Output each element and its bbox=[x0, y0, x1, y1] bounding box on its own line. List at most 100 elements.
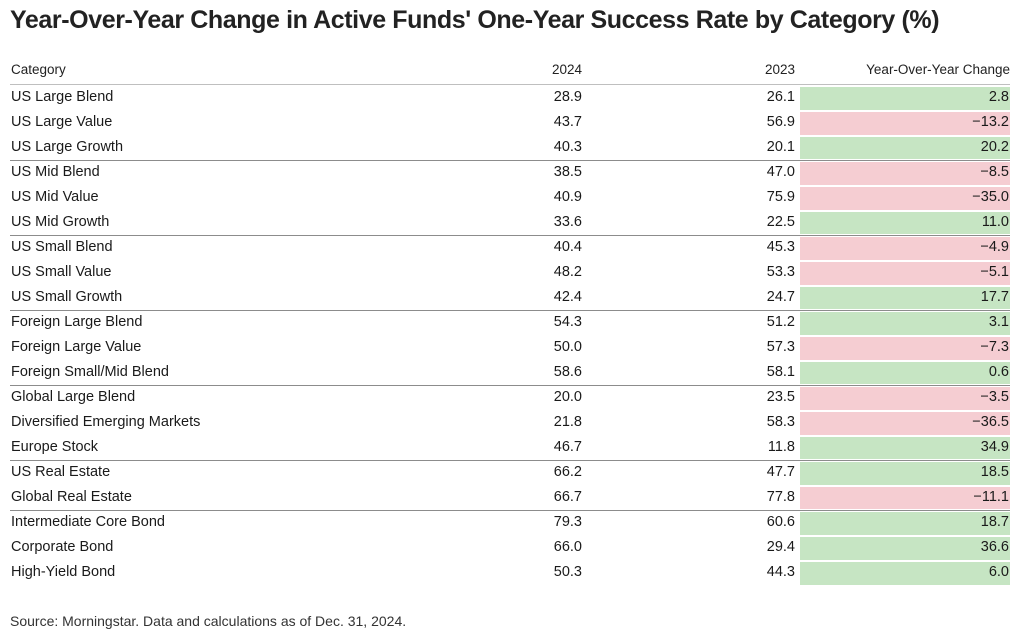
yoy-negative-fill: −7.3 bbox=[800, 337, 1010, 360]
yoy-change-cell: −8.5 bbox=[980, 164, 1009, 180]
yoy-change-cell: 20.2 bbox=[980, 139, 1009, 155]
category-cell: Europe Stock bbox=[11, 439, 99, 455]
value-2024-cell: 42.4 bbox=[553, 289, 582, 305]
value-2023-cell: 47.0 bbox=[766, 164, 795, 180]
table-row: US Small Value 48.2 53.3 −5.1 bbox=[10, 261, 1010, 286]
yoy-negative-fill: −11.1 bbox=[800, 487, 1010, 509]
value-2023-cell: 53.3 bbox=[766, 264, 795, 280]
yoy-change-cell: 0.6 bbox=[988, 364, 1009, 380]
value-2024-cell: 46.7 bbox=[553, 439, 582, 455]
yoy-change-cell: −11.1 bbox=[973, 489, 1009, 505]
table-row: Europe Stock 46.7 11.8 34.9 bbox=[10, 436, 1010, 461]
yoy-change-cell: 3.1 bbox=[988, 314, 1009, 330]
table-row: Diversified Emerging Markets 21.8 58.3 −36.… bbox=[10, 411, 1010, 436]
yoy-negative-fill: −35.0 bbox=[800, 187, 1010, 210]
yoy-positive-fill: 2.8 bbox=[800, 87, 1010, 110]
yoy-change-cell: 17.7 bbox=[980, 289, 1009, 305]
category-cell: Intermediate Core Bond bbox=[11, 514, 165, 530]
value-2024-cell: 54.3 bbox=[553, 314, 582, 330]
category-cell: US Small Blend bbox=[11, 239, 113, 255]
value-2023-cell: 58.3 bbox=[766, 414, 795, 430]
table-body: US Large Blend 28.9 26.1 2.8 US Large Value 4… bbox=[10, 86, 1010, 586]
table-row: US Large Value 43.7 56.9 −13.2 bbox=[10, 111, 1010, 136]
table-row: US Large Blend 28.9 26.1 2.8 bbox=[10, 86, 1010, 111]
yoy-change-cell: −5.1 bbox=[980, 264, 1009, 280]
yoy-change-cell: 2.8 bbox=[988, 89, 1009, 105]
table-row: US Small Blend 40.4 45.3 −4.9 bbox=[10, 236, 1010, 261]
category-cell: US Large Blend bbox=[11, 89, 114, 105]
value-2024-cell: 21.8 bbox=[553, 414, 582, 430]
yoy-change-cell: 6.0 bbox=[988, 564, 1009, 580]
yoy-negative-fill: −8.5 bbox=[800, 162, 1010, 185]
yoy-change-cell: −3.5 bbox=[980, 389, 1009, 405]
category-cell: Foreign Large Blend bbox=[11, 314, 143, 330]
category-cell: US Large Value bbox=[11, 114, 113, 130]
value-2023-cell: 22.5 bbox=[766, 214, 795, 230]
yoy-positive-fill: 0.6 bbox=[800, 362, 1010, 384]
table-row: High-Yield Bond 50.3 44.3 6.0 bbox=[10, 561, 1010, 586]
category-cell: US Real Estate bbox=[11, 464, 111, 480]
yoy-positive-fill: 3.1 bbox=[800, 312, 1010, 335]
value-2024-cell: 28.9 bbox=[553, 89, 582, 105]
yoy-negative-fill: −13.2 bbox=[800, 112, 1010, 135]
yoy-negative-fill: −36.5 bbox=[800, 412, 1010, 435]
value-2024-cell: 50.0 bbox=[553, 339, 582, 355]
table-row: Intermediate Core Bond 79.3 60.6 18.7 bbox=[10, 511, 1010, 536]
value-2024-cell: 50.3 bbox=[553, 564, 582, 580]
value-2024-cell: 33.6 bbox=[553, 214, 582, 230]
table-row: Corporate Bond 66.0 29.4 36.6 bbox=[10, 536, 1010, 561]
table-row: US Real Estate 66.2 47.7 18.5 bbox=[10, 461, 1010, 486]
yoy-positive-fill: 18.5 bbox=[800, 462, 1010, 485]
value-2023-cell: 24.7 bbox=[766, 289, 795, 305]
value-2023-cell: 58.1 bbox=[766, 364, 795, 380]
value-2024-cell: 66.2 bbox=[553, 464, 582, 480]
header-2023: 2023 bbox=[764, 62, 795, 77]
table-row: US Large Growth 40.3 20.1 20.2 bbox=[10, 136, 1010, 161]
chart-title: Year-Over-Year Change in Active Funds' O… bbox=[10, 6, 940, 34]
value-2024-cell: 20.0 bbox=[553, 389, 582, 405]
table-row: Foreign Large Value 50.0 57.3 −7.3 bbox=[10, 336, 1010, 361]
value-2023-cell: 26.1 bbox=[766, 89, 795, 105]
category-cell: Foreign Small/Mid Blend bbox=[11, 364, 169, 380]
header-2024: 2024 bbox=[551, 62, 582, 77]
yoy-negative-fill: −4.9 bbox=[800, 237, 1010, 260]
yoy-change-cell: 11.0 bbox=[981, 214, 1009, 230]
value-2023-cell: 20.1 bbox=[766, 139, 795, 155]
category-cell: US Large Growth bbox=[11, 139, 124, 155]
category-cell: US Mid Value bbox=[11, 189, 99, 205]
value-2023-cell: 77.8 bbox=[766, 489, 795, 505]
value-2024-cell: 40.3 bbox=[553, 139, 582, 155]
category-cell: US Mid Growth bbox=[11, 214, 110, 230]
table-header: Category 2024 2023 Year-Over-Year Change bbox=[10, 58, 1010, 82]
header-yoy-change: Year-Over-Year Change bbox=[866, 62, 1010, 77]
category-cell: High-Yield Bond bbox=[11, 564, 116, 580]
value-2024-cell: 66.7 bbox=[553, 489, 582, 505]
source-note: Source: Morningstar. Data and calculatio… bbox=[10, 613, 407, 629]
table-row: US Mid Blend 38.5 47.0 −8.5 bbox=[10, 161, 1010, 186]
yoy-change-cell: 34.9 bbox=[980, 439, 1009, 455]
category-cell: Corporate Bond bbox=[11, 539, 114, 555]
yoy-change-cell: 18.7 bbox=[980, 514, 1009, 530]
table-row: US Mid Growth 33.6 22.5 11.0 bbox=[10, 211, 1010, 236]
value-2023-cell: 44.3 bbox=[766, 564, 795, 580]
category-cell: US Small Value bbox=[11, 264, 112, 280]
yoy-change-cell: −35.0 bbox=[972, 189, 1009, 205]
yoy-negative-fill: −3.5 bbox=[800, 387, 1010, 410]
yoy-change-cell: 36.6 bbox=[980, 539, 1009, 555]
value-2023-cell: 45.3 bbox=[766, 239, 795, 255]
value-2024-cell: 79.3 bbox=[553, 514, 582, 530]
yoy-positive-fill: 6.0 bbox=[800, 562, 1010, 585]
category-cell: US Small Growth bbox=[11, 289, 123, 305]
category-cell: Foreign Large Value bbox=[11, 339, 142, 355]
yoy-positive-fill: 18.7 bbox=[800, 512, 1010, 535]
yoy-positive-fill: 20.2 bbox=[800, 137, 1010, 159]
value-2023-cell: 75.9 bbox=[766, 189, 795, 205]
table-row: Global Real Estate 66.7 77.8 −11.1 bbox=[10, 486, 1010, 511]
value-2024-cell: 38.5 bbox=[553, 164, 582, 180]
yoy-positive-fill: 11.0 bbox=[800, 212, 1010, 234]
yoy-change-cell: −4.9 bbox=[980, 239, 1009, 255]
value-2024-cell: 58.6 bbox=[553, 364, 582, 380]
table-row: US Small Growth 42.4 24.7 17.7 bbox=[10, 286, 1010, 311]
value-2023-cell: 11.8 bbox=[767, 439, 795, 455]
yoy-change-cell: −36.5 bbox=[972, 414, 1009, 430]
